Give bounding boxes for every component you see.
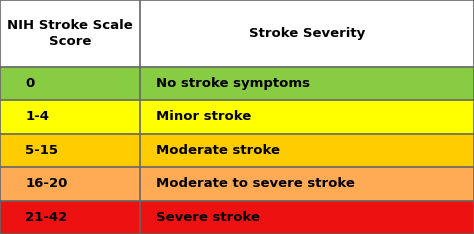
- Bar: [0, 67, 140, 100]
- Text: 0: 0: [25, 77, 35, 90]
- Bar: [140, 67, 474, 100]
- Bar: [0, 167, 140, 201]
- Bar: [140, 167, 474, 201]
- Text: NIH Stroke Scale
Score: NIH Stroke Scale Score: [7, 19, 133, 48]
- Text: 21-42: 21-42: [25, 211, 67, 224]
- Text: No stroke symptoms: No stroke symptoms: [156, 77, 310, 90]
- Bar: [140, 134, 474, 167]
- Text: 16-20: 16-20: [25, 177, 67, 190]
- Bar: [0, 0, 140, 67]
- Bar: [140, 100, 474, 134]
- Text: Severe stroke: Severe stroke: [156, 211, 260, 224]
- Bar: [140, 201, 474, 234]
- Bar: [0, 134, 140, 167]
- Text: Stroke Severity: Stroke Severity: [249, 27, 365, 40]
- Text: Moderate to severe stroke: Moderate to severe stroke: [156, 177, 356, 190]
- Text: 5-15: 5-15: [25, 144, 58, 157]
- Bar: [140, 0, 474, 67]
- Text: Moderate stroke: Moderate stroke: [156, 144, 281, 157]
- Bar: [0, 100, 140, 134]
- Text: 1-4: 1-4: [25, 110, 49, 123]
- Bar: [0, 201, 140, 234]
- Text: Minor stroke: Minor stroke: [156, 110, 252, 123]
